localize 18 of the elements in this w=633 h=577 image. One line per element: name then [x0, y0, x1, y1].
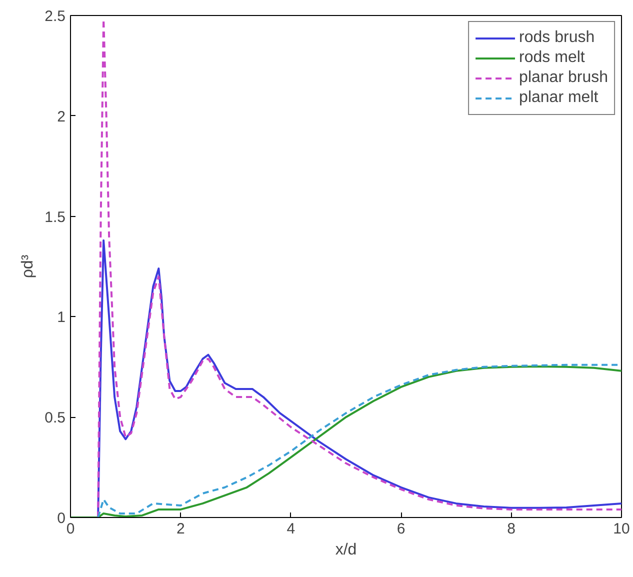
line-series	[97, 18, 622, 518]
y-tick-label: 0.5	[44, 410, 66, 427]
y-tick-label: 1.5	[44, 208, 66, 226]
x-axis-title: x/d	[335, 542, 357, 558]
legend-label: rods melt	[519, 49, 585, 67]
legend-label: planar melt	[519, 89, 598, 107]
y-tick-label: 0	[57, 510, 66, 527]
x-tick-label: 10	[613, 520, 630, 538]
legend-label: planar brush	[519, 69, 608, 87]
y-axis-title: ρd³	[20, 254, 37, 278]
x-tick-label: 6	[396, 520, 406, 538]
y-tick-label: 2.5	[44, 8, 66, 25]
x-tick-label: 4	[286, 520, 296, 538]
legend-label: rods brush	[519, 29, 595, 47]
y-tick-label: 1	[57, 309, 66, 326]
x-tick-label: 8	[507, 520, 516, 538]
x-tick-label: 2	[176, 520, 185, 538]
y-tick-label: 2	[57, 108, 66, 126]
